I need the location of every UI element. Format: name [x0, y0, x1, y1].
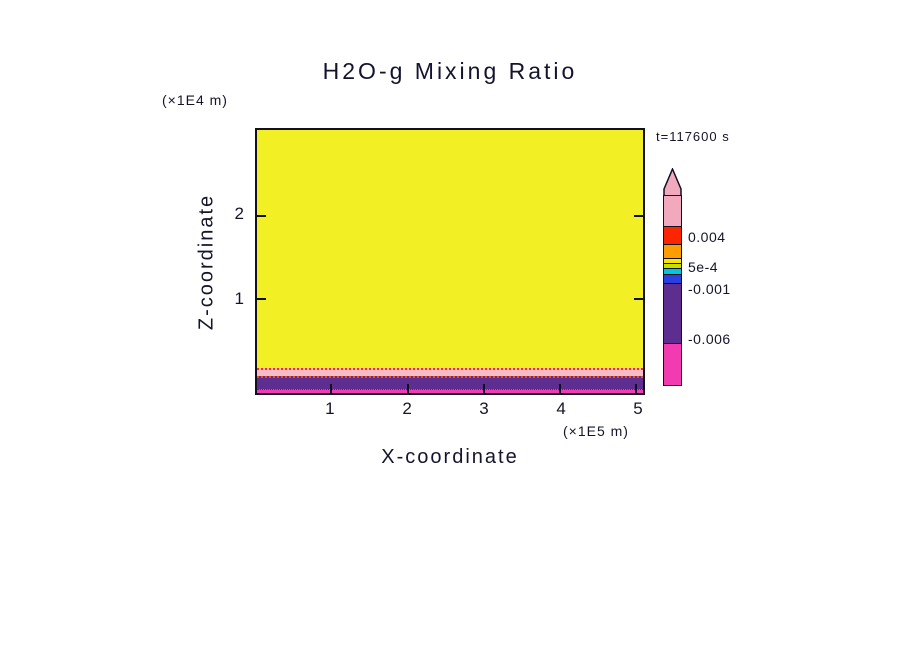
x-tick-mark	[406, 384, 409, 393]
chart-title: H2O-g Mixing Ratio	[322, 58, 578, 84]
x-axis-unit-label: (×1E5 m)	[563, 423, 629, 439]
colorbar-value-label: 5e-4	[688, 259, 719, 275]
y-tick-mark	[257, 298, 266, 301]
colorbar-segment	[663, 195, 682, 227]
contour-layer-thin-positive-band	[257, 368, 643, 377]
y-tick-mark	[257, 214, 266, 217]
x-tick-mark	[635, 384, 638, 393]
x-tick-mark	[482, 384, 485, 393]
colorbar-value-label: 0.004	[688, 229, 726, 245]
colorbar-segment	[663, 343, 682, 386]
contour-layer-negative-layer	[257, 376, 643, 390]
colorbar-value-label: -0.001	[688, 281, 731, 297]
y-axis-title: Z-coordinate	[195, 193, 218, 331]
y-axis-unit-label: (×1E4 m)	[162, 92, 228, 108]
x-tick-label: 2	[402, 399, 412, 418]
y-tick-label: 2	[234, 204, 244, 224]
x-axis-title: X-coordinate	[381, 446, 519, 468]
contour-layer-surface-strong-negative	[257, 389, 643, 393]
colorbar-segments	[663, 195, 682, 386]
x-tick-label: 3	[479, 399, 489, 418]
plot-area	[255, 128, 645, 395]
x-tick-mark	[330, 384, 333, 393]
x-tick-label: 1	[325, 399, 335, 418]
colorbar-arrow-icon	[663, 168, 682, 197]
colorbar-value-label: -0.006	[688, 331, 731, 347]
contour-layer-bulk-near-zero	[257, 130, 643, 368]
colorbar-segment	[663, 244, 682, 259]
x-tick-label: 5	[633, 399, 643, 418]
colorbar	[663, 168, 682, 386]
y-tick-label: 1	[234, 288, 244, 308]
y-tick-mark	[634, 298, 643, 301]
colorbar-segment	[663, 283, 682, 344]
x-tick-label: 4	[556, 399, 566, 418]
colorbar-segment	[663, 226, 682, 245]
y-tick-mark	[634, 214, 643, 217]
x-tick-mark	[559, 384, 561, 393]
timestamp-label: t=117600 s	[656, 129, 730, 144]
